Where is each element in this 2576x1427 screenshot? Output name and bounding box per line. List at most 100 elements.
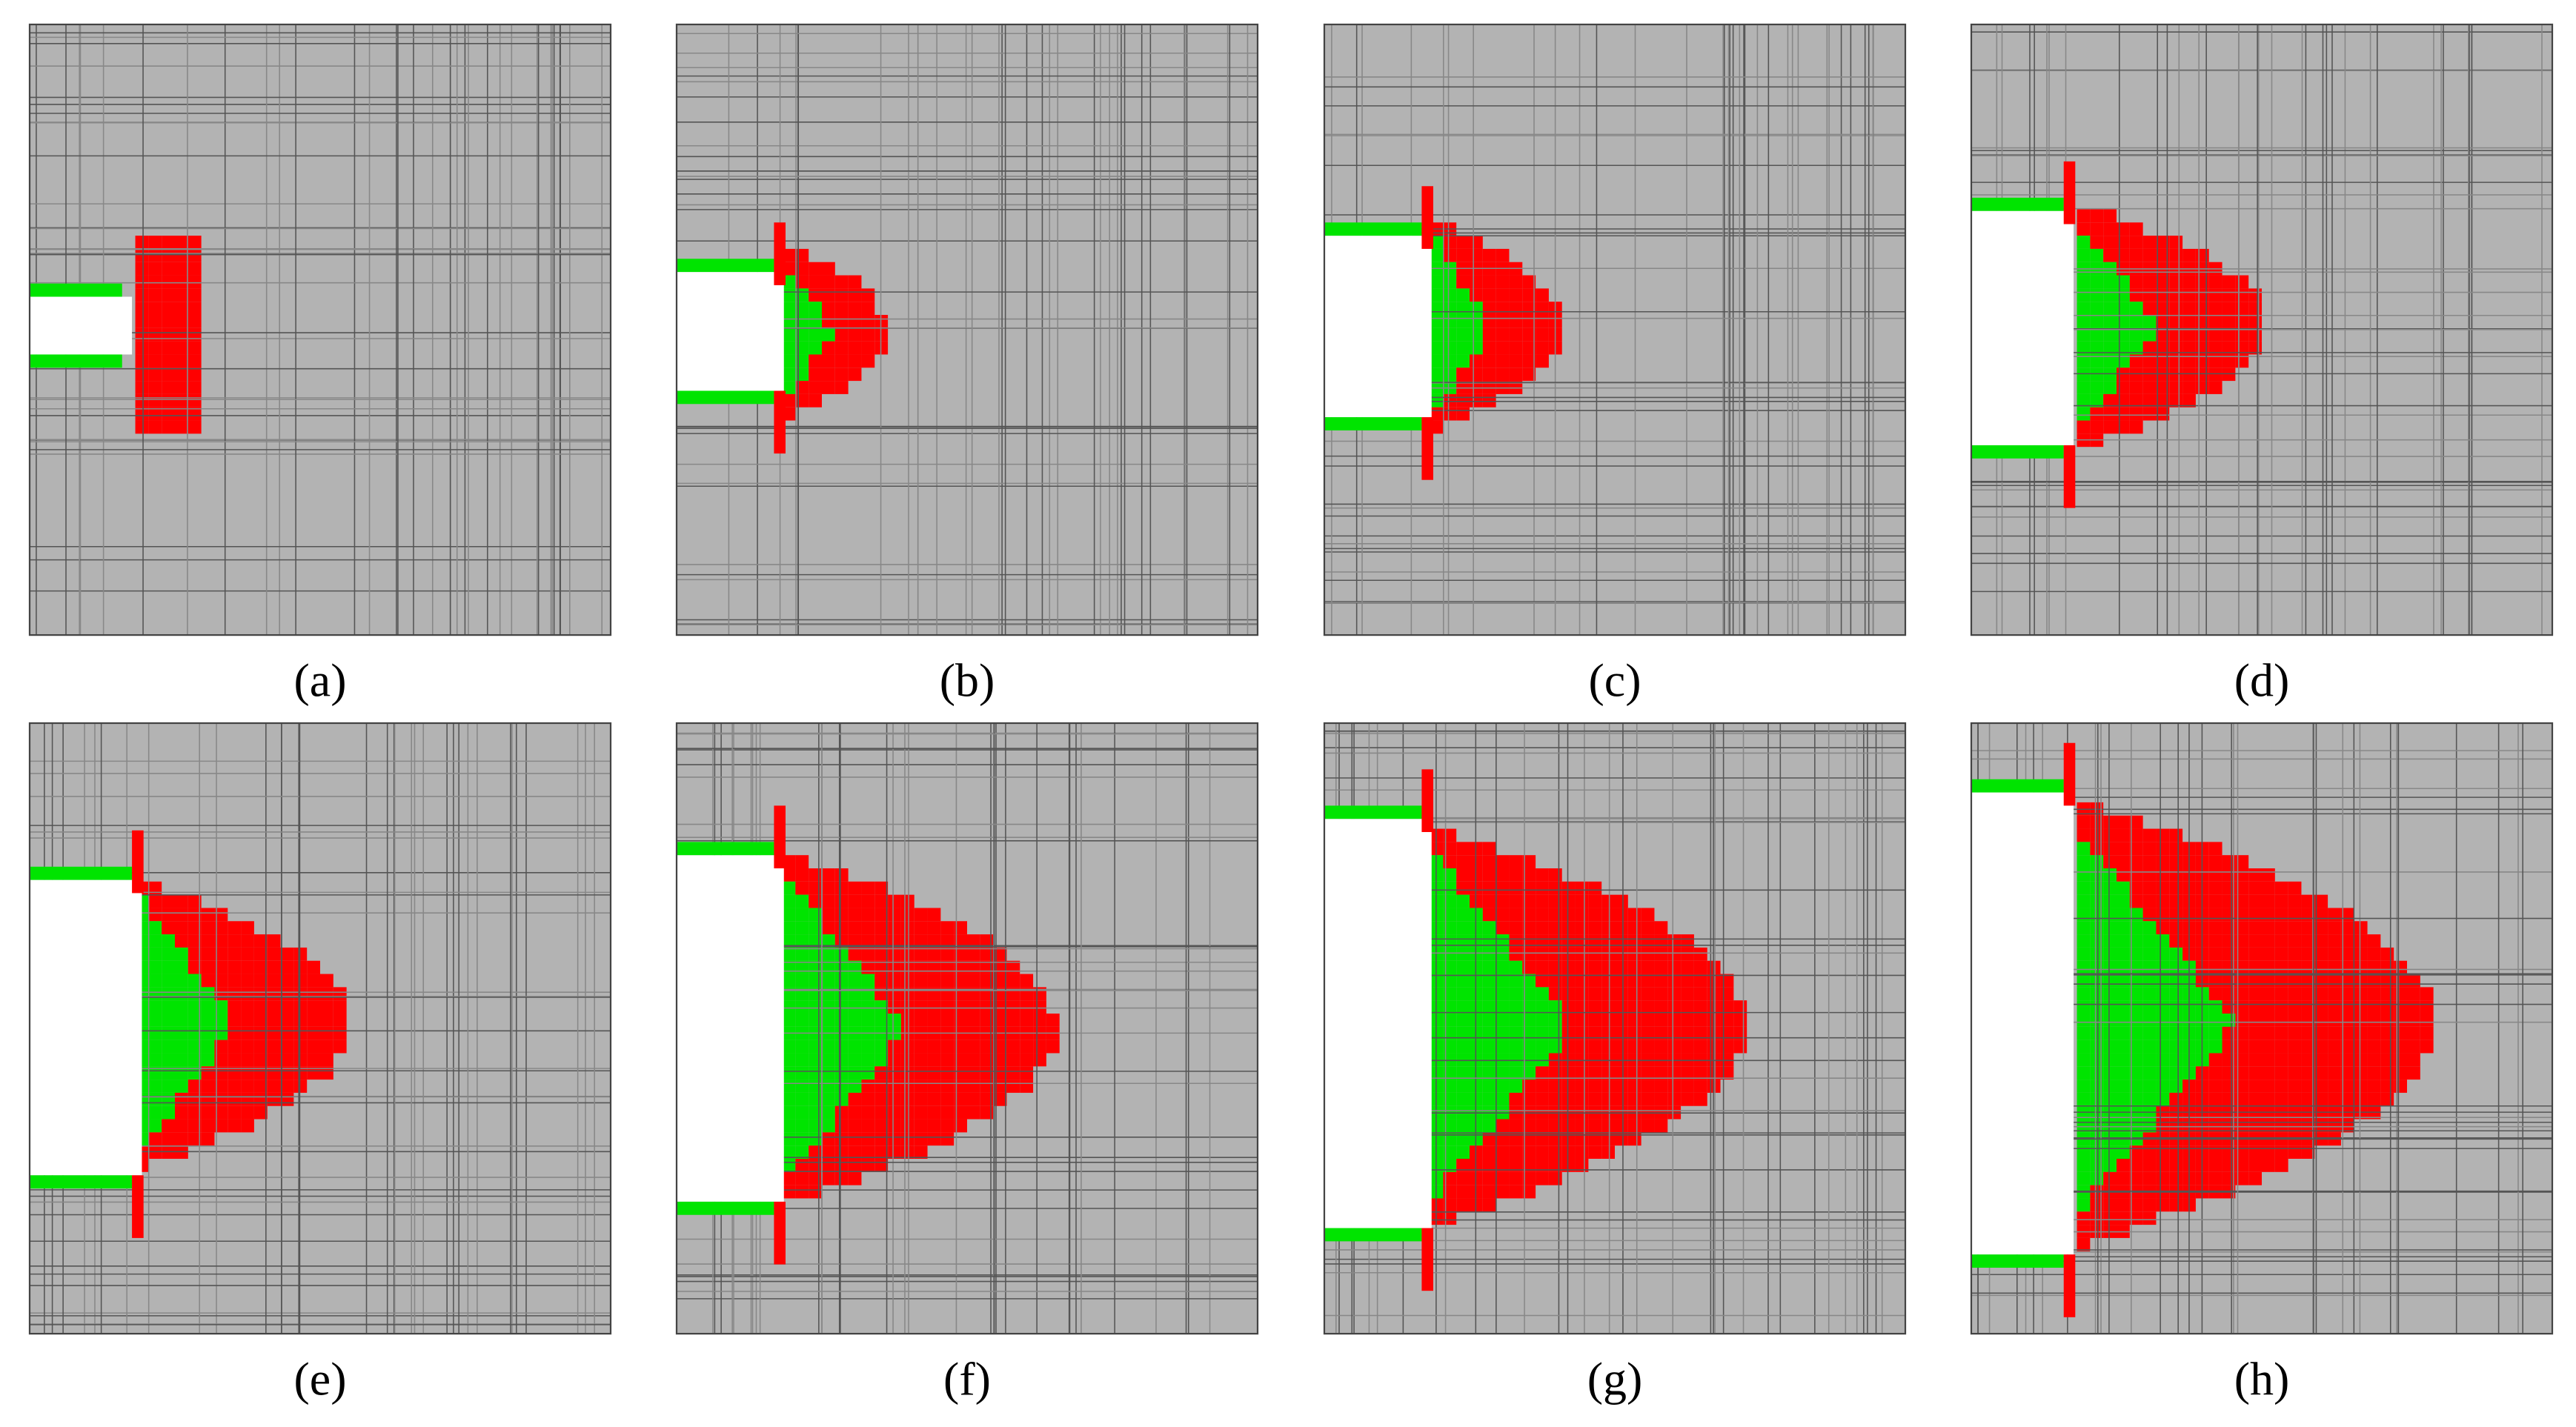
tip-cell: [1421, 417, 1433, 480]
damage-cell: [2103, 960, 2117, 974]
plastic-cell: [2274, 1145, 2288, 1159]
plastic-cell: [1588, 1066, 1602, 1080]
edge-strip: [30, 354, 122, 368]
plastic-cell: [2274, 1000, 2288, 1014]
damage-cell: [795, 1105, 809, 1120]
plastic-cell: [1522, 1119, 1536, 1133]
plastic-cell: [1575, 1080, 1589, 1093]
plastic-cell: [2274, 974, 2288, 988]
plastic-cell: [927, 974, 941, 988]
plastic-cell: [135, 327, 149, 342]
damage-cell: [2103, 881, 2117, 895]
plastic-cell: [1561, 1053, 1576, 1067]
plastic-cell: [888, 1105, 901, 1120]
plastic-cell: [2328, 987, 2341, 1001]
plastic-cell: [214, 908, 228, 922]
damage-cell: [2077, 354, 2091, 368]
plastic-cell: [293, 1080, 308, 1093]
plastic-cell: [1654, 1066, 1668, 1080]
plastic-cell: [1536, 354, 1549, 368]
damage-cell: [2090, 947, 2104, 961]
plastic-cell: [980, 1000, 994, 1014]
plastic-cell: [2208, 302, 2223, 315]
plastic-cell: [1654, 1080, 1668, 1093]
plastic-cell: [2288, 881, 2302, 895]
damage-cell: [162, 934, 175, 948]
damage-cell: [795, 921, 809, 935]
plastic-cell: [1006, 974, 1020, 988]
damage-cell: [795, 315, 809, 328]
damage-cell: [1443, 1119, 1457, 1133]
edge-strip: [1324, 222, 1422, 236]
plastic-cell: [148, 275, 162, 289]
plastic-cell: [2301, 921, 2315, 935]
plastic-cell: [1456, 881, 1470, 895]
plastic-cell: [293, 974, 308, 988]
damage-cell: [1456, 1026, 1470, 1040]
damage-cell: [2077, 1000, 2091, 1014]
damage-cell: [809, 921, 822, 935]
plastic-cell: [2420, 1026, 2434, 1040]
panel: [1970, 722, 2554, 1335]
plastic-cell: [135, 393, 149, 408]
plastic-cell: [253, 1000, 268, 1014]
plastic-cell: [1548, 868, 1562, 882]
plastic-cell: [1522, 947, 1536, 961]
plastic-cell: [940, 1132, 955, 1146]
damage-cell: [822, 974, 835, 988]
damage-cell: [1548, 1014, 1562, 1027]
notch: [1324, 236, 1432, 418]
damage-cell: [1443, 947, 1457, 961]
plastic-cell: [2156, 842, 2170, 856]
plastic-cell: [1443, 236, 1457, 249]
plastic-cell: [1681, 934, 1694, 948]
plastic-cell: [822, 868, 835, 882]
plastic-cell: [1536, 894, 1549, 908]
damage-cell: [1456, 1000, 1470, 1014]
damage-cell: [2090, 1066, 2104, 1080]
damage-cell: [1548, 1000, 1562, 1014]
plastic-cell: [2142, 855, 2157, 868]
plastic-cell: [2235, 960, 2249, 974]
plastic-cell: [2117, 1211, 2130, 1225]
plastic-cell: [2129, 842, 2143, 856]
plastic-cell: [1601, 1000, 1615, 1014]
plastic-cell: [980, 1080, 994, 1093]
damage-cell: [201, 1026, 215, 1040]
damage-cell: [2077, 302, 2091, 315]
plastic-cell: [809, 1145, 822, 1159]
plastic-cell: [1522, 275, 1536, 289]
plastic-cell: [2169, 1092, 2183, 1106]
plastic-cell: [2394, 1053, 2407, 1067]
plastic-cell: [954, 1014, 967, 1027]
plastic-cell: [1693, 960, 1707, 974]
plastic-cell: [307, 1000, 320, 1014]
damage-cell: [809, 1105, 822, 1120]
plastic-cell: [307, 987, 320, 1001]
plastic-cell: [2288, 960, 2302, 974]
plastic-cell: [980, 1105, 994, 1120]
damage-cell: [1430, 275, 1444, 289]
damage-cell: [822, 327, 835, 342]
plastic-cell: [1522, 1145, 1536, 1159]
plastic-cell: [175, 420, 188, 434]
edge-strip: [677, 259, 774, 273]
plastic-cell: [1654, 987, 1668, 1001]
plastic-cell: [175, 381, 188, 394]
plastic-cell: [795, 868, 809, 882]
plastic-cell: [1627, 1026, 1641, 1040]
plastic-cell: [1548, 1145, 1562, 1159]
plastic-cell: [1482, 842, 1496, 856]
damage-cell: [809, 1014, 822, 1027]
plastic-cell: [175, 1092, 188, 1106]
plastic-cell: [1654, 934, 1668, 948]
plastic-cell: [940, 1053, 955, 1067]
plastic-cell: [148, 367, 162, 382]
plastic-cell: [2314, 947, 2328, 961]
plastic-cell: [888, 1053, 901, 1067]
plastic-cell: [1575, 1066, 1589, 1080]
plastic-cell: [175, 341, 188, 355]
plastic-cell: [175, 894, 188, 908]
plastic-cell: [293, 1066, 308, 1080]
edge-strip: [1324, 805, 1422, 819]
